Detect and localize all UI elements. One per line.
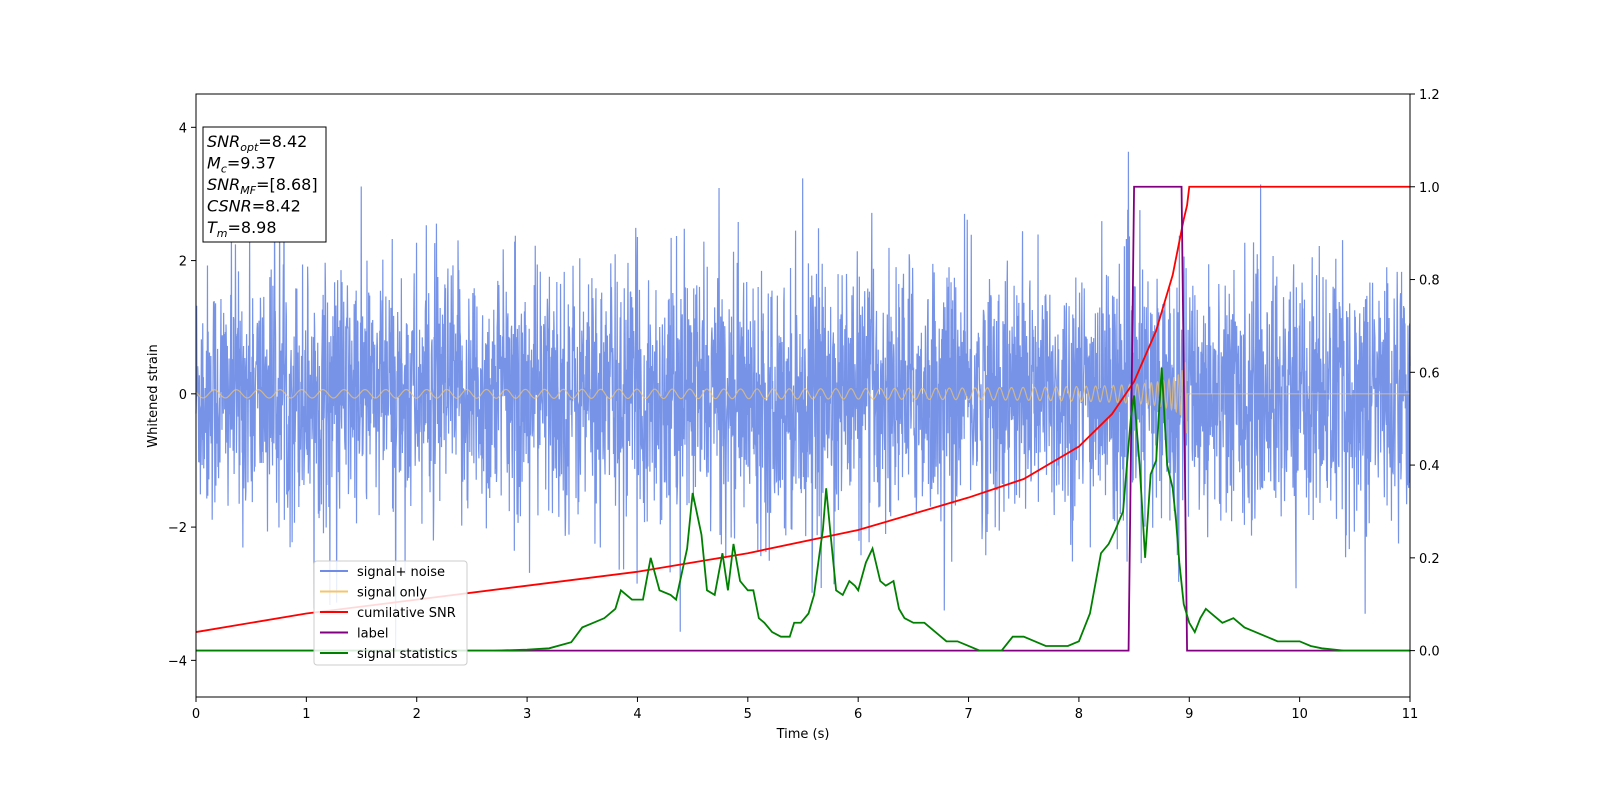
x-tick-label: 4 — [633, 707, 641, 722]
x-tick-label: 1 — [302, 707, 310, 722]
stats-line: SNRMF=[8.68] — [207, 175, 318, 197]
ticks: 0 1 2 3 4 5 6 7 8 9 10 11 −4 −2 0 2 4 0.0 0.2 0.4 0.6 0.8 1.0 1… — [168, 88, 1440, 722]
x-tick-label: 5 — [744, 707, 752, 722]
y-axis-label: Whitened strain — [146, 344, 161, 447]
stats-line: SNRopt=8.42 — [207, 132, 307, 154]
x-tick-label: 10 — [1291, 707, 1308, 722]
series-cumulative-snr — [195, 185, 1410, 633]
y-left-tick-label: −2 — [168, 521, 187, 536]
y-right-tick-label: 0.0 — [1419, 645, 1440, 660]
plot-area — [195, 151, 1411, 653]
series-signal-only — [195, 362, 1410, 434]
stats-line: Mc=9.37 — [207, 154, 276, 176]
y-left-tick-label: −4 — [168, 654, 187, 669]
legend: signal+ noise signal only cumilative SNR la… — [313, 560, 468, 666]
legend-label: label — [357, 627, 388, 642]
legend-frame — [313, 560, 468, 666]
y-right-tick-label: 0.2 — [1419, 552, 1440, 567]
x-tick-label: 7 — [964, 707, 972, 722]
x-tick-label: 8 — [1075, 707, 1083, 722]
y-right-tick-label: 1.0 — [1419, 181, 1440, 196]
series-signal-statistics — [196, 367, 1410, 652]
x-tick-label: 3 — [523, 707, 531, 722]
y-left-tick-label: 0 — [179, 388, 187, 403]
y-left-tick-label: 2 — [179, 255, 187, 270]
axes-frame — [195, 93, 1411, 698]
x-tick-label: 2 — [413, 707, 421, 722]
y-right-tick-label: 0.6 — [1419, 366, 1440, 381]
legend-label: cumilative SNR — [357, 606, 456, 621]
y-right-tick-label: 1.2 — [1419, 88, 1440, 103]
x-tick-label: 9 — [1185, 707, 1193, 722]
y-right-tick-label: 0.4 — [1419, 459, 1440, 474]
stats-line: Tm=8.98 — [207, 218, 277, 240]
stats-line: CSNR=8.42 — [207, 197, 301, 216]
x-tick-label: 0 — [192, 707, 200, 722]
x-axis-label: Time (s) — [776, 727, 830, 742]
legend-label: signal only — [357, 586, 427, 601]
legend-label: signal+ noise — [357, 565, 445, 580]
y-right-tick-label: 0.8 — [1419, 274, 1440, 289]
legend-label: signal statistics — [357, 647, 458, 662]
x-tick-label: 11 — [1402, 707, 1419, 722]
y-left-tick-label: 4 — [179, 121, 187, 136]
series-label — [196, 185, 1410, 652]
x-tick-label: 6 — [854, 707, 862, 722]
stats-box-frame — [202, 126, 327, 243]
